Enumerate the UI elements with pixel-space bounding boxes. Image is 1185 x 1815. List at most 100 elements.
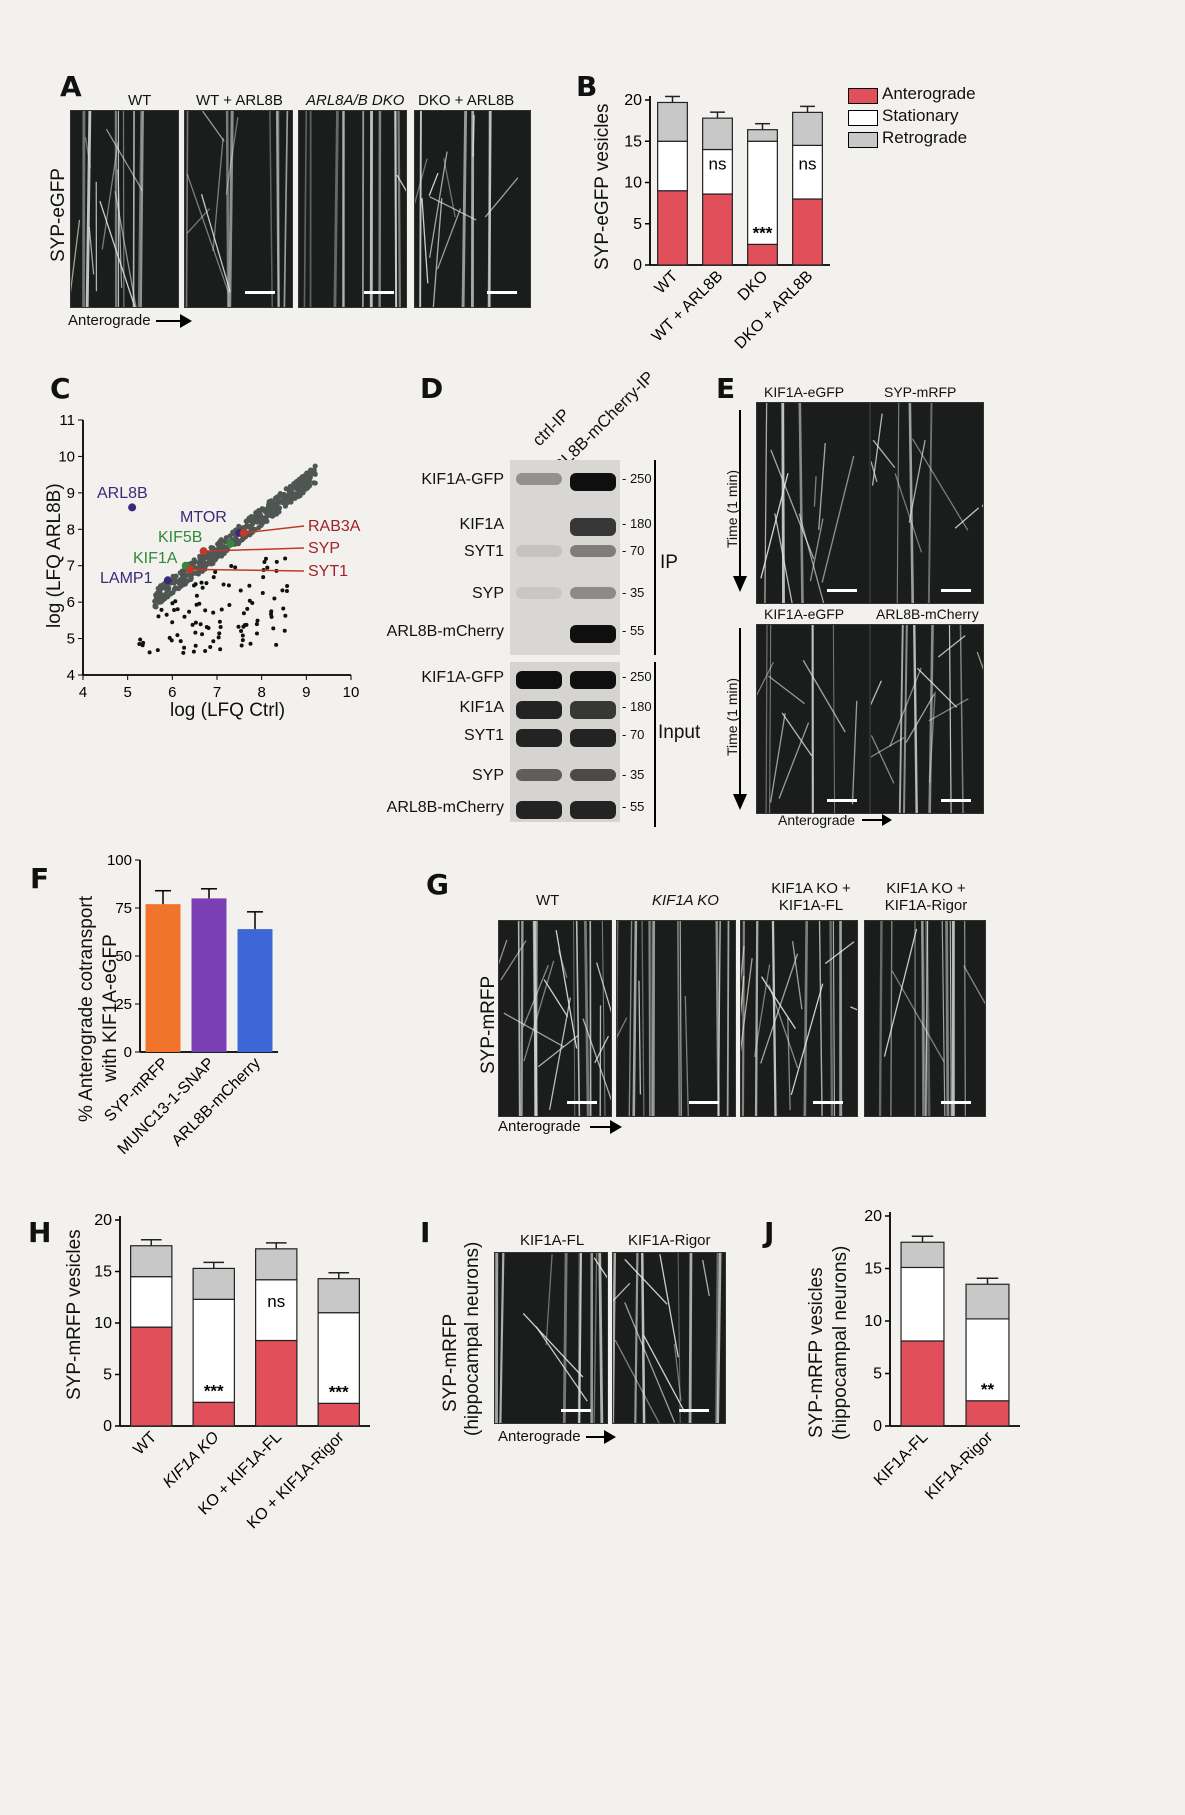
highlight-label: KIF1A xyxy=(133,550,178,567)
y-tick-label: 6 xyxy=(67,594,75,611)
kymograph-track xyxy=(632,921,638,1116)
kymograph-track xyxy=(781,403,785,603)
scatter-point xyxy=(230,529,236,535)
kymograph-track xyxy=(594,1035,610,1064)
kymograph-track xyxy=(890,921,893,1116)
kymograph-track xyxy=(754,921,759,1116)
y-tick-label: 9 xyxy=(67,485,75,502)
panel-label-e: E xyxy=(716,372,736,405)
kymograph-track xyxy=(659,1254,679,1358)
kymograph-track xyxy=(829,921,834,1116)
kymograph-track xyxy=(871,735,895,784)
kymograph-track xyxy=(275,111,280,307)
scatter-point xyxy=(265,511,271,518)
scatter-point xyxy=(152,598,158,604)
scatter-point xyxy=(218,537,224,543)
kymograph-track xyxy=(535,1326,588,1402)
bar-stationary xyxy=(702,148,733,195)
kymograph-e-kif1a-bottom xyxy=(756,624,870,814)
panel-g-cond-4: KIF1A KO + KIF1A-Rigor xyxy=(884,880,968,914)
panel-a-row-label: SYP-eGFP xyxy=(48,168,69,262)
y-tick-label: 0 xyxy=(633,257,642,274)
kymograph-track xyxy=(802,659,846,733)
kymograph-track xyxy=(726,921,730,1116)
marker-label: - 55 xyxy=(622,623,645,638)
scatter-point xyxy=(247,583,252,588)
kymograph-track xyxy=(132,111,135,307)
kymograph-track xyxy=(741,945,745,983)
kymograph-track xyxy=(522,965,549,1028)
anterograde-arrow-icon xyxy=(156,314,192,328)
scatter-point xyxy=(170,620,175,625)
kymograph-track xyxy=(484,177,519,218)
kymograph-track xyxy=(764,403,768,603)
kymograph-track xyxy=(769,713,786,803)
highlight-label: MTOR xyxy=(180,509,227,526)
scatter-point xyxy=(290,492,296,499)
chart-f: 0255075100SYP-mRFPMUNC13-1-SNAPARL8B-mCh… xyxy=(101,852,278,1158)
marker-label: - 70 xyxy=(622,727,645,742)
scatter-point xyxy=(204,624,209,629)
blot-band xyxy=(570,769,616,781)
chart-h-ylabel: SYP-mRFP vesicles xyxy=(64,1229,85,1400)
marker-label: - 250 xyxy=(622,471,652,486)
kymograph-track xyxy=(818,442,826,530)
kymograph-track xyxy=(832,625,836,813)
scatter-point xyxy=(201,559,207,565)
anterograde-arrow-icon xyxy=(586,1430,616,1444)
y-tick-label: 5 xyxy=(873,1366,882,1383)
scatter-point xyxy=(236,624,241,629)
scatter-point xyxy=(219,553,225,559)
kymograph-track xyxy=(202,111,225,142)
chart-f-ylabel-2: with KIF1A-eGFP xyxy=(100,934,121,1082)
scatter-point xyxy=(170,589,176,596)
scatter-point xyxy=(171,575,177,581)
scatter-point xyxy=(255,518,262,525)
kymograph-track xyxy=(499,939,508,965)
blot-row-label: SYP xyxy=(471,767,504,784)
kymograph-track xyxy=(927,403,933,603)
kymograph-track xyxy=(851,700,858,805)
scatter-point xyxy=(218,625,223,630)
y-tick-label: 10 xyxy=(94,1315,112,1332)
bar-retrograde xyxy=(130,1245,173,1278)
scatter-point xyxy=(190,622,195,627)
y-tick-label: 25 xyxy=(115,996,132,1013)
kymograph-track xyxy=(99,200,136,307)
kymograph-track xyxy=(443,158,456,218)
scatter-point xyxy=(155,648,160,653)
scatter-point xyxy=(141,640,146,645)
x-tick-label: 5 xyxy=(123,684,131,701)
scatter-point xyxy=(213,552,219,558)
blot-band xyxy=(570,801,616,819)
bar-retrograde xyxy=(900,1241,945,1269)
significance-label: *** xyxy=(329,1382,349,1401)
bar xyxy=(145,904,181,1052)
scatter-point xyxy=(227,533,233,539)
blot-row-label: KIF1A xyxy=(459,516,504,533)
scatter-point xyxy=(261,575,266,580)
bar-anterograde xyxy=(317,1402,360,1427)
scatter-point xyxy=(217,631,222,636)
chart-c-xlabel: log (LFQ Ctrl) xyxy=(170,700,286,721)
scatter-point xyxy=(287,483,293,490)
scatter-point xyxy=(255,618,260,623)
highlight-label: SYT1 xyxy=(308,563,348,580)
scatter-point xyxy=(276,505,283,511)
kymograph-track xyxy=(105,128,143,191)
scatter-point xyxy=(297,479,303,485)
kymograph-track xyxy=(781,712,813,757)
scatter-point xyxy=(236,523,242,529)
scatter-point xyxy=(254,631,259,636)
blot-band xyxy=(570,587,616,599)
scatter-point xyxy=(248,641,253,646)
kymograph-g-ko xyxy=(616,920,736,1117)
marker-label: - 250 xyxy=(622,669,652,684)
scatter-point xyxy=(284,589,289,594)
scatter-point xyxy=(233,565,238,570)
y-tick-label: 15 xyxy=(94,1264,112,1281)
bar-stationary xyxy=(792,144,823,200)
scatter-point xyxy=(296,492,303,498)
x-tick-label: 9 xyxy=(302,684,310,701)
blot-band xyxy=(516,545,562,557)
